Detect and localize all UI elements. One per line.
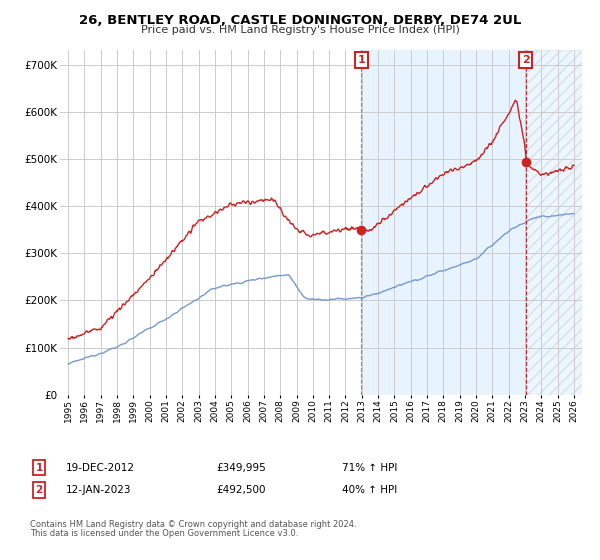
Text: £349,995: £349,995 [216,463,266,473]
Text: 1: 1 [35,463,43,473]
Bar [361,50,526,395]
Text: Contains HM Land Registry data © Crown copyright and database right 2024.: Contains HM Land Registry data © Crown c… [30,520,356,529]
Bar [526,50,582,395]
Text: 12-JAN-2023: 12-JAN-2023 [66,485,131,495]
Text: 26, BENTLEY ROAD, CASTLE DONINGTON, DERBY, DE74 2UL: 26, BENTLEY ROAD, CASTLE DONINGTON, DERB… [79,14,521,27]
Text: Price paid vs. HM Land Registry's House Price Index (HPI): Price paid vs. HM Land Registry's House … [140,25,460,35]
Text: 1: 1 [358,55,365,65]
Text: £492,500: £492,500 [216,485,265,495]
Text: 71% ↑ HPI: 71% ↑ HPI [342,463,397,473]
Text: 2: 2 [521,55,529,65]
Text: 19-DEC-2012: 19-DEC-2012 [66,463,135,473]
Text: 40% ↑ HPI: 40% ↑ HPI [342,485,397,495]
Text: 2: 2 [35,485,43,495]
Text: This data is licensed under the Open Government Licence v3.0.: This data is licensed under the Open Gov… [30,529,298,538]
